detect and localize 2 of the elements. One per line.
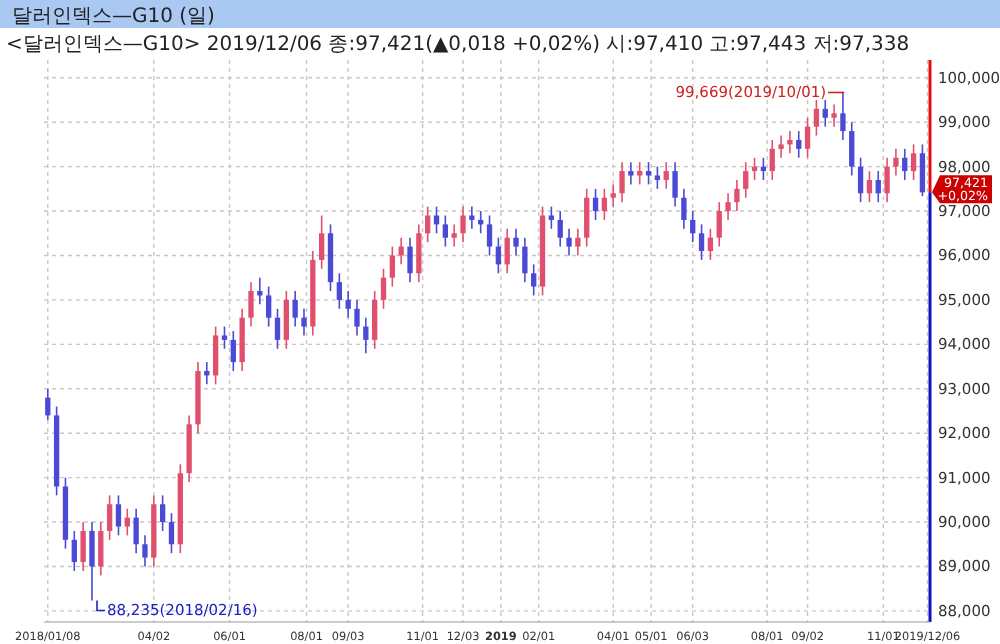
chart-title: 달러인덱스—G10 (일): [12, 6, 216, 28]
chart-subtitle: <달러인덱스—G10> 2019/12/06 종:97,421(▲0,018 +0,02%) 시:97,410 고:97,443 저:97,338: [6, 34, 910, 56]
